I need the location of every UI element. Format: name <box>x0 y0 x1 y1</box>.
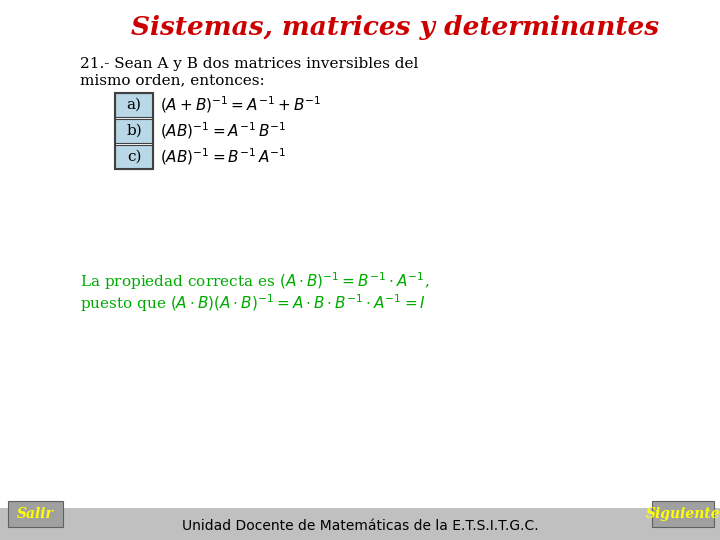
Bar <box>115 119 153 143</box>
Text: b): b) <box>126 124 142 138</box>
Bar <box>115 93 153 169</box>
Text: mismo orden, entonces:: mismo orden, entonces: <box>80 73 265 87</box>
Text: Siguiente: Siguiente <box>646 507 720 521</box>
Bar <box>0 508 720 540</box>
Bar <box>115 93 153 117</box>
Text: La propiedad correcta es $(A \cdot B)^{-1} = B^{-1} \cdot A^{-1}$,: La propiedad correcta es $(A \cdot B)^{-… <box>80 270 429 292</box>
Text: Unidad Docente de Matemáticas de la E.T.S.I.T.G.C.: Unidad Docente de Matemáticas de la E.T.… <box>181 518 539 532</box>
Text: a): a) <box>127 98 142 112</box>
Text: $(AB)^{-1} = B^{-1}\,A^{-1}$: $(AB)^{-1} = B^{-1}\,A^{-1}$ <box>160 147 287 167</box>
Text: 21.- Sean A y B dos matrices inversibles del: 21.- Sean A y B dos matrices inversibles… <box>80 57 418 71</box>
Text: Sistemas, matrices y determinantes: Sistemas, matrices y determinantes <box>131 15 659 39</box>
Text: $(AB)^{-1} = A^{-1}\,B^{-1}$: $(AB)^{-1} = A^{-1}\,B^{-1}$ <box>160 120 287 141</box>
Bar <box>8 501 63 527</box>
Text: Salir: Salir <box>17 507 54 521</box>
Bar <box>115 145 153 169</box>
Bar <box>652 501 714 527</box>
Text: $(A+B)^{-1} = A^{-1}+B^{-1}$: $(A+B)^{-1} = A^{-1}+B^{-1}$ <box>160 94 321 116</box>
Text: c): c) <box>127 150 141 164</box>
Text: puesto que $(A \cdot B)(A \cdot B)^{-1} = A \cdot B \cdot B^{-1} \cdot A^{-1} = : puesto que $(A \cdot B)(A \cdot B)^{-1} … <box>80 292 426 314</box>
